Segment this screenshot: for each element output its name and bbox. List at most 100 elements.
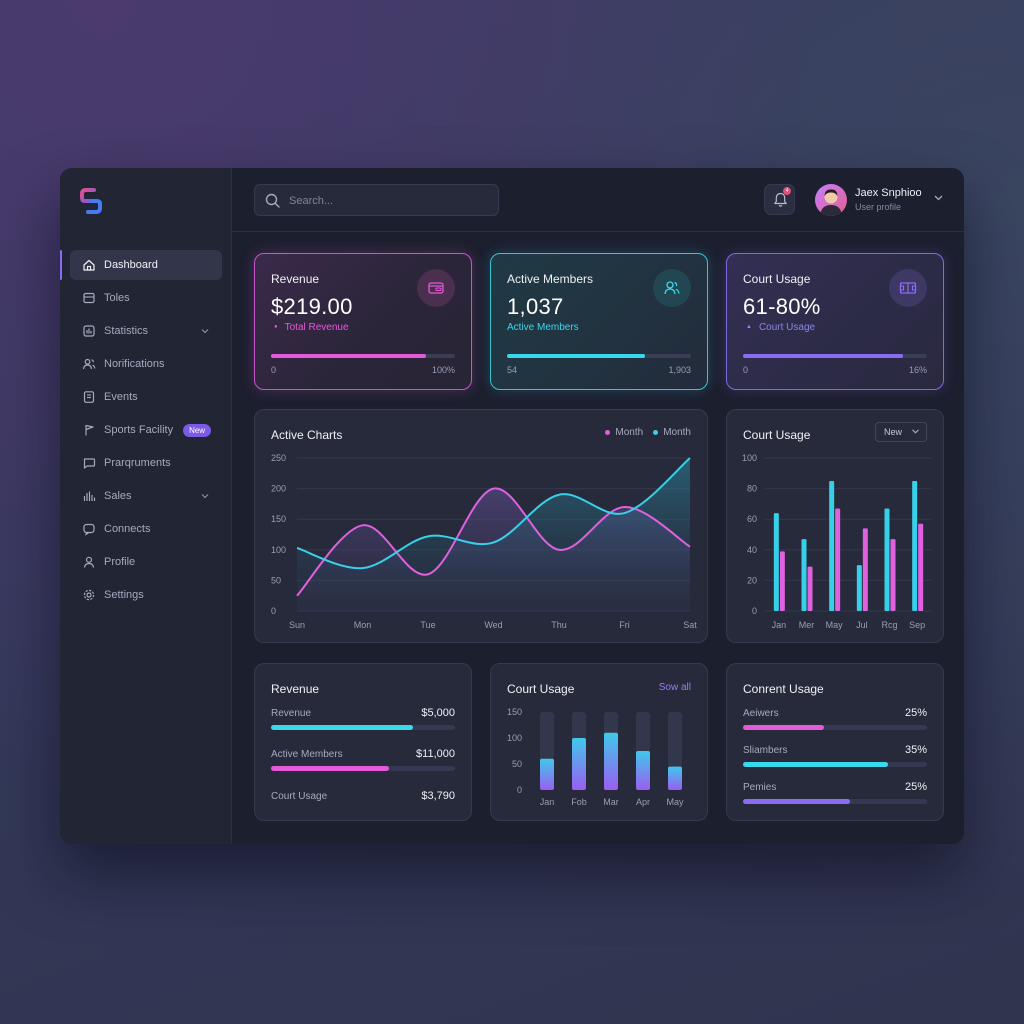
bar[interactable] [779,551,785,611]
search-input[interactable] [289,191,489,211]
revenue-panel-title: Revenue [271,682,320,696]
bar[interactable] [918,523,924,611]
y-tick-label: 50 [271,575,281,585]
y-tick-label: 200 [271,484,286,494]
sidebar-item-profile[interactable]: Profile [70,547,222,577]
chevron-down-icon[interactable] [200,326,210,336]
stat-card-court-usage[interactable]: Court Usage 61-80% ▲ Court Usage 0 16% [726,253,944,390]
avatar[interactable] [815,184,847,216]
bar[interactable] [835,508,841,611]
stat-title: Court Usage [743,272,811,286]
bar[interactable] [773,513,779,611]
stat-progress-track [743,354,927,358]
stat-progress-fill [271,354,426,358]
flag-icon [85,424,94,436]
y-tick-label: 150 [271,514,286,524]
sidebar: Dashboard Toles Statistics Norifications Eve… [60,168,232,844]
avatar-image [820,189,842,216]
sidebar-item-sales[interactable]: Sales [70,481,222,511]
stat-card-revenue[interactable]: Revenue $219.00 ● Total Revenue 0 100% [254,253,472,390]
sidebar-item-prarqruments[interactable]: Prarqruments [70,448,222,478]
search-box[interactable] [254,184,499,216]
series-line-2[interactable] [296,457,691,570]
sidebar-item-events[interactable]: Events [70,382,222,412]
series-line-1[interactable] [296,487,691,597]
bar[interactable] [636,751,650,790]
sidebar-item-sports-facility[interactable]: Sports Facility New [70,415,222,445]
legend-item[interactable]: Month [653,427,691,438]
usage-row-fill [743,725,824,730]
user-name[interactable]: Jaex Snphioo [855,187,922,199]
current-usage-title: Conrent Usage [743,682,824,696]
bar[interactable] [884,508,890,611]
line-chart: 0 50 100 150 200 250 Sun Mon Tue Wed Thu Fri Sat [271,453,697,630]
sidebar-item-settings[interactable]: Settings [70,580,222,610]
revenue-panel: Revenue Revenue $5,000 Active Members $11,0… [254,663,472,821]
sidebar-item-dashboard[interactable]: Dashboard [60,250,222,280]
chevron-down-icon[interactable] [934,195,943,201]
bar[interactable] [801,539,807,611]
stat-title: Revenue [271,272,320,286]
x-tick-label: Mer [799,620,815,630]
revenue-row-fill [271,766,389,771]
sidebar-item-toles[interactable]: Toles [70,283,222,313]
bar[interactable] [912,480,918,611]
stat-subtitle: Active Members [507,322,579,333]
stat-subtitle: ▲ Court Usage [746,322,816,333]
x-tick-label: Thu [551,620,567,630]
bar[interactable] [862,528,868,611]
x-tick-label: Wed [484,620,502,630]
gear-icon [83,589,95,601]
sidebar-item-label: Sales [104,490,132,502]
court-usage-panel: Court Usage Sow all 0 50 100 150 Jan Fob Mar Ap… [490,663,708,821]
bar-chart: 0 20 40 60 80 100 Jan Mer May Jul Rcg Sep [742,453,931,630]
main-content: 4 Jaex Snphioo User profile Revenue $219.… [232,168,964,844]
stat-value: 1,037 [507,294,564,319]
revenue-row-label: Revenue [271,708,312,719]
x-tick-label: Sun [289,620,305,630]
series-area-2 [297,458,690,611]
stat-min-label: 54 [507,365,518,375]
period-dropdown[interactable]: New [874,422,927,442]
legend-item[interactable]: Month [605,427,643,438]
bar[interactable] [829,480,835,611]
sidebar-item-connects[interactable]: Connects [70,514,222,544]
new-badge: New [183,423,212,437]
sidebar-item-label: Sports Facility [104,424,174,436]
chevron-down-icon[interactable] [200,491,210,501]
y-tick-label: 0 [752,606,757,616]
bar[interactable] [856,565,862,611]
bar[interactable] [604,732,618,790]
message-icon [83,523,95,536]
bar[interactable] [540,758,554,790]
bar[interactable] [572,738,586,790]
bar[interactable] [807,566,813,611]
sidebar-item-label: Profile [104,556,136,568]
usage-row-value: 35% [904,744,927,756]
sidebar-item-statistics[interactable]: Statistics [70,316,222,346]
x-tick-label: Fri [619,620,630,630]
stat-progress-fill [743,354,904,358]
sidebar-item-label: Norifications [104,358,165,370]
x-tick-label: Jul [856,620,868,630]
topbar: 4 Jaex Snphioo User profile [232,168,964,232]
bar[interactable] [890,539,896,611]
bar[interactable] [668,766,682,790]
stat-title: Active Members [507,272,594,286]
users-icon [653,269,691,307]
notifications-button[interactable]: 4 [764,184,795,215]
sidebar-item-label: Toles [104,292,130,304]
see-all-link[interactable]: Sow all [658,682,691,693]
stat-max-label: 100% [431,365,455,375]
revenue-row-label: Court Usage [271,791,328,802]
y-tick-label: 100 [271,545,286,555]
usage-row-label: Sliambers [743,745,788,756]
sidebar-item-label: Prarqruments [104,457,171,469]
x-tick-label: May [826,620,844,630]
active-charts-card: Active Charts Month Month 0 50 100 150 200 25… [254,409,708,643]
chart-legend: Month Month [605,427,691,438]
x-tick-label: Rcg [881,620,897,630]
sidebar-item-norifications[interactable]: Norifications [70,349,222,379]
stat-card-active-members[interactable]: Active Members 1,037 Active Members 54 1,903 [490,253,708,390]
revenue-row-fill [271,725,413,730]
